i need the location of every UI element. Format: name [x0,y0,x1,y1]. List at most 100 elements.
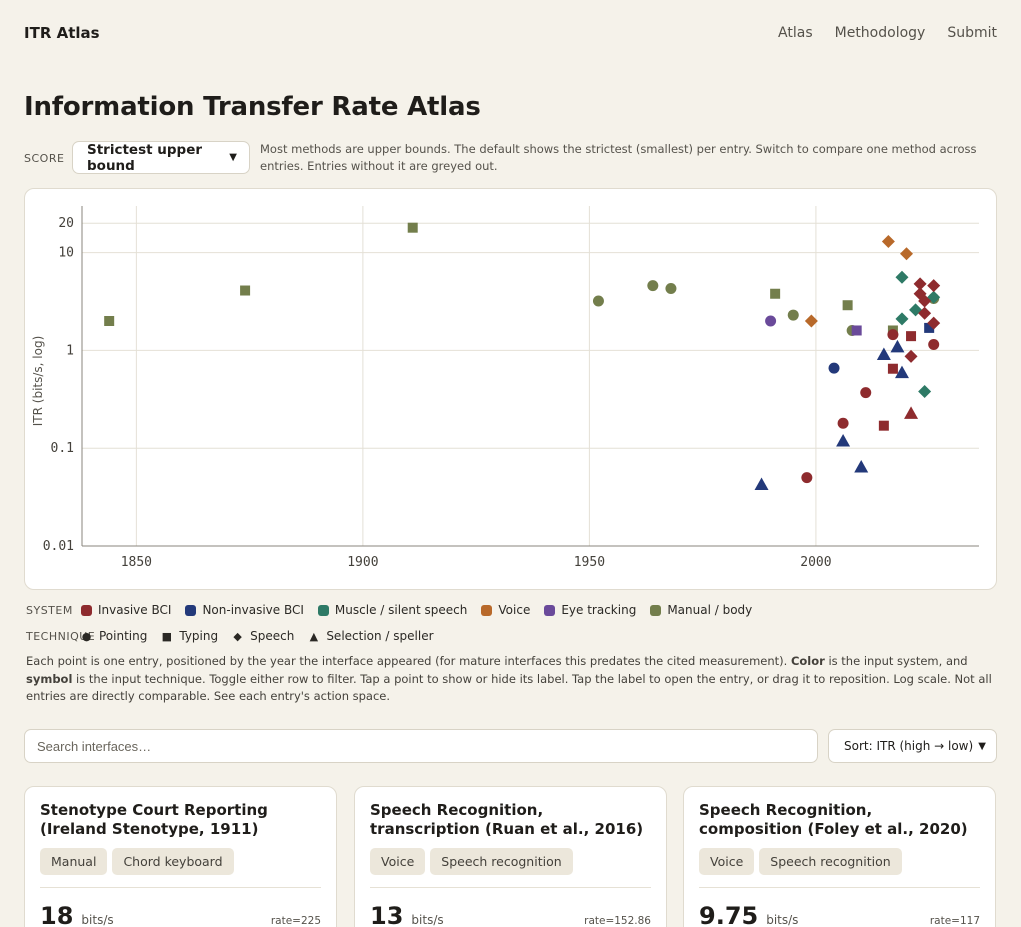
system-filter-manual-body[interactable]: Manual / body [650,603,752,617]
legend-label: Eye tracking [561,603,637,617]
technique-filter-pointing[interactable]: ● Pointing [81,629,148,643]
itr-unit: bits/s [766,913,799,927]
system-filter-eye-tracking[interactable]: Eye tracking [544,603,636,617]
data-point[interactable] [407,222,418,233]
legend-label: Non-invasive BCI [202,603,304,617]
legend-label: Pointing [99,629,148,643]
entry-tags: Voice Speech recognition [370,848,651,875]
legend-label: Typing [179,629,219,643]
data-point[interactable] [770,288,781,299]
data-point[interactable] [904,349,918,363]
data-point[interactable] [900,247,914,261]
entry-tag: Voice [699,848,755,875]
itr-value: 9.75 [699,902,759,927]
divider [699,887,980,888]
nav-methodology[interactable]: Methodology [834,25,926,41]
system-filter-invasive-bci[interactable]: Invasive BCI [81,603,171,617]
data-point[interactable] [913,277,927,291]
score-method-select[interactable]: Strictest upper bound ▼ [72,141,250,174]
data-point[interactable] [906,331,917,342]
data-point[interactable] [851,325,862,336]
entry-card[interactable]: Speech Recognition, composition (Foley e… [683,786,996,927]
data-point[interactable] [890,339,905,353]
data-point[interactable] [924,322,935,333]
data-point[interactable] [647,280,659,292]
data-point[interactable] [787,309,799,321]
diamond-icon: ◆ [233,629,242,643]
entry-title: Speech Recognition, transcription (Ruan … [370,801,644,838]
entry-card[interactable]: Speech Recognition, transcription (Ruan … [354,786,667,927]
data-point[interactable] [842,300,853,311]
itr-value: 18 [40,902,74,927]
divider [40,887,321,888]
data-point[interactable] [876,347,891,360]
data-point[interactable] [927,279,941,293]
score-select-value: Strictest upper bound [87,141,203,174]
divider [370,887,651,888]
y-tick-label: 1 [66,343,74,358]
data-point[interactable] [895,312,909,326]
data-point[interactable] [592,295,604,307]
circle-icon: ● [81,629,92,643]
data-point[interactable] [887,363,898,374]
scatter-plot: 1850 1900 1950 2000 20 10 1 0.1 0.01 ITR (bits/s… [31,206,979,570]
technique-filter-selection-speller[interactable]: ▲ Selection / speller [308,629,434,643]
data-point[interactable] [878,420,889,431]
legend-label: Manual / body [667,603,753,617]
legend-label: Voice [498,603,531,617]
raw-rate: rate=152.86 [584,915,651,927]
data-point[interactable] [928,339,940,351]
triangle-icon: ▲ [309,629,319,643]
entry-tags: Voice Speech recognition [699,848,980,875]
raw-rate: rate=117 [929,915,980,927]
data-point[interactable] [837,417,849,429]
technique-filter-typing[interactable]: ■ Typing [161,629,218,643]
data-point[interactable] [240,285,251,296]
data-point[interactable] [894,365,909,379]
technique-legend-label: TECHNIQUE [26,629,96,643]
entry-rate: 13 bits/s rate=152.86 [370,902,651,927]
data-point[interactable] [804,314,818,328]
data-point[interactable] [895,270,909,284]
data-point[interactable] [854,460,869,473]
color-swatch-icon [544,604,556,616]
grid-lines [82,206,979,547]
data-point[interactable] [801,472,813,484]
data-point[interactable] [765,315,777,327]
entry-title: Stenotype Court Reporting (Ireland Steno… [40,801,268,838]
data-point[interactable] [828,362,840,374]
data-point[interactable] [104,316,115,327]
entry-tag: Voice [370,848,426,875]
data-point[interactable] [836,433,851,447]
entry-card[interactable]: Stenotype Court Reporting (Ireland Steno… [24,786,337,927]
system-filter-muscle-silent-speech[interactable]: Muscle / silent speech [317,603,467,617]
data-point[interactable] [927,316,941,330]
data-point[interactable] [754,477,769,491]
chevron-down-icon: ▼ [229,152,237,163]
score-row: SCORE Strictest upper bound ▼ Most metho… [24,141,991,175]
y-tick-label: 20 [58,216,74,231]
data-point[interactable] [918,385,932,399]
main-nav: Atlas Methodology Submit [778,25,997,41]
data-point[interactable] [881,235,895,249]
raw-rate: rate=225 [270,915,321,927]
legend-label: Selection / speller [326,629,434,643]
x-tick-label: 1950 [574,555,605,570]
data-point[interactable] [665,282,677,294]
square-icon: ■ [161,629,173,643]
sort-select[interactable]: Sort: ITR (high → low) ▼ [828,729,997,763]
system-filter-non-invasive-bci[interactable]: Non-invasive BCI [185,603,304,617]
search-input[interactable] [24,729,818,763]
nav-atlas[interactable]: Atlas [778,25,813,41]
data-point[interactable] [904,406,919,419]
data-point[interactable] [887,329,899,341]
system-legend-items: Invasive BCI Non-invasive BCI Muscle / sil… [81,603,766,617]
brand-logo[interactable]: ITR Atlas [24,24,100,42]
data-point[interactable] [860,387,872,399]
system-filter-voice[interactable]: Voice [481,603,530,617]
color-swatch-icon [650,604,662,616]
technique-filter-speech[interactable]: ◆ Speech [232,629,294,643]
chevron-down-icon: ▼ [978,740,986,752]
nav-submit[interactable]: Submit [947,25,997,41]
data-point[interactable] [918,294,932,308]
